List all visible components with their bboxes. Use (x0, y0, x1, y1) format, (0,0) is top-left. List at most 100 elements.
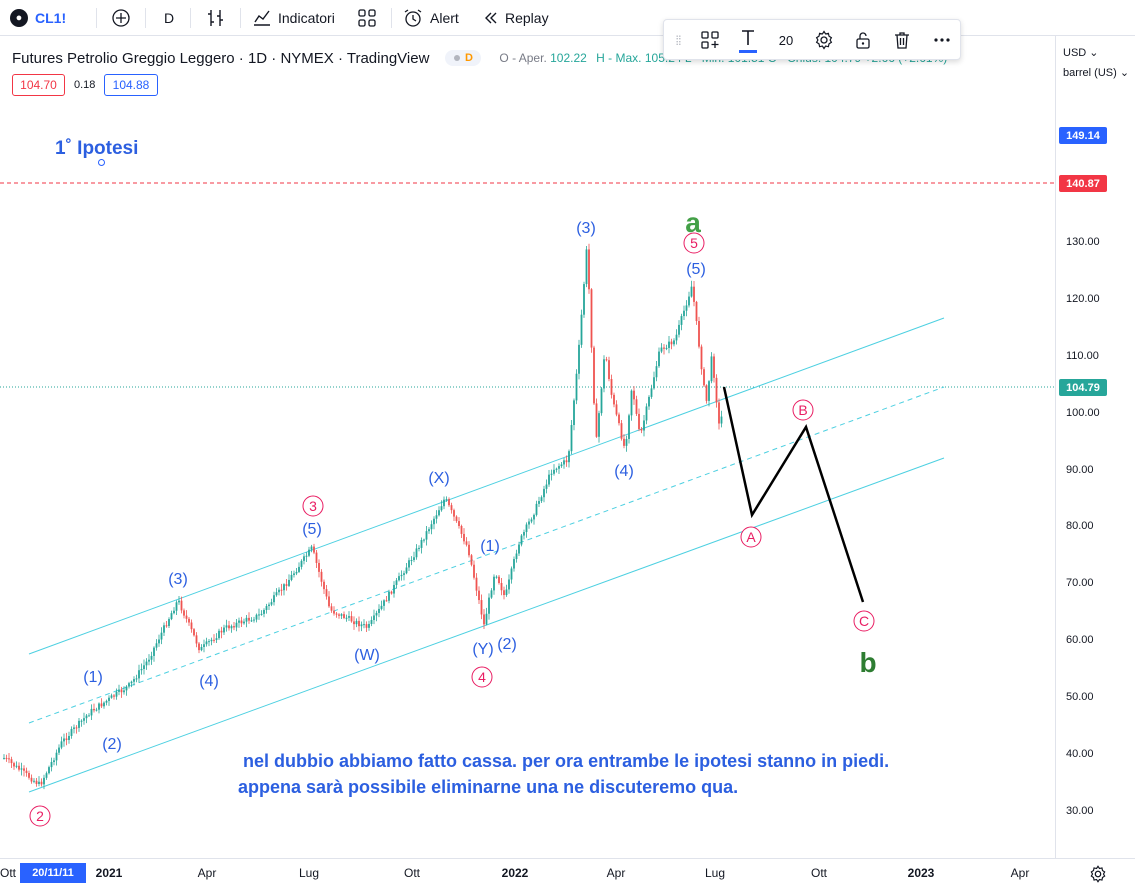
top-toolbar: ● CL1! D Indicatori Alert (0, 0, 1135, 36)
templates-button[interactable] (357, 0, 377, 36)
candle-body (608, 360, 610, 380)
wave-label: (1) (480, 538, 500, 555)
time-scale[interactable]: Ott 2021 Apr Lug Ott 2022 Apr Lug Ott 2023 Apr 20/… (0, 858, 1135, 896)
time-tick-label: 2022 (501, 866, 529, 880)
big-wave-label: a (685, 207, 701, 238)
wave-circle-marker (471, 666, 493, 688)
candle-body (438, 510, 440, 516)
candle-body (350, 616, 353, 622)
compare-button[interactable] (111, 0, 131, 36)
currency-selector[interactable]: USD ⌄ (1063, 47, 1099, 59)
toolbar-divider (240, 8, 241, 28)
candle-body (250, 620, 253, 622)
candle-body (538, 501, 540, 504)
circled-wave-label: A (746, 529, 756, 545)
price-scale[interactable]: 130.00 120.00 110.00 100.00 90.00 80.00 70.00 6… (1055, 36, 1135, 858)
hypothesis-title[interactable]: 1˚ Ipotesi (55, 138, 139, 159)
candle-body (295, 571, 298, 574)
candle-body (68, 735, 70, 740)
settings-button[interactable] (806, 20, 842, 60)
candle-body (628, 415, 630, 440)
candle-body (188, 618, 190, 623)
candle-body (385, 600, 388, 602)
buy-price-button[interactable]: 104.88 (104, 74, 158, 96)
candle-body (525, 524, 528, 533)
candle-body (343, 614, 345, 618)
candle-body (330, 606, 333, 611)
candle-body (155, 643, 158, 648)
candle-body (360, 624, 363, 627)
sell-price-button[interactable]: 104.70 (12, 74, 65, 96)
time-tick-label: 2021 (95, 866, 123, 880)
candle-body (195, 635, 198, 644)
price-tick-label: 60.00 (1066, 634, 1094, 646)
candle-body (160, 632, 163, 640)
bid-value: 104.70 (20, 78, 57, 92)
anchor-dot-icon[interactable] (98, 159, 105, 166)
candle-body (100, 703, 103, 707)
candle-body (605, 359, 608, 361)
last-price-tag[interactable]: 104.79 (1059, 379, 1107, 396)
chart-type-button[interactable] (206, 0, 226, 36)
candle-body (345, 617, 348, 619)
high-price-tag[interactable]: 149.14 (1059, 127, 1107, 144)
candle-body (583, 284, 585, 315)
candle-body (690, 286, 693, 297)
note-line-1[interactable]: nel dubbio abbiamo fatto cassa. per ora … (243, 751, 890, 771)
lock-button[interactable] (845, 20, 881, 60)
toolbar-divider (96, 8, 97, 28)
market-status-badge[interactable]: D (445, 50, 482, 66)
candle-body (498, 576, 500, 583)
candle-body (40, 781, 43, 785)
templates-draw-button[interactable] (692, 20, 728, 60)
text-color-button[interactable] (730, 20, 766, 60)
candle-body (328, 596, 330, 607)
replay-button[interactable]: Replay (483, 0, 549, 36)
candle-body (320, 571, 323, 582)
alert-button[interactable]: Alert (403, 0, 459, 36)
note-line-2[interactable]: appena sarà possibile eliminarne una ne … (238, 777, 739, 797)
candle-body (543, 488, 545, 498)
candle-body (545, 484, 548, 489)
candle-body (488, 597, 490, 614)
candle-body (175, 602, 178, 611)
indicators-button[interactable]: Indicatori (252, 0, 335, 36)
delete-button[interactable] (884, 20, 920, 60)
interval-button[interactable]: D (164, 0, 174, 36)
price-tick-label: 50.00 (1066, 691, 1094, 703)
candle-body (453, 510, 455, 517)
candle-body (460, 526, 463, 534)
font-size-button[interactable]: 20 (768, 20, 804, 60)
candle-body (625, 439, 628, 446)
candle-body (333, 610, 335, 614)
candle-body (168, 619, 170, 626)
drag-handle[interactable]: ⁞⁞ (668, 20, 688, 60)
circled-wave-label: B (798, 402, 807, 418)
symbol-search-button[interactable]: ● CL1! (10, 0, 66, 36)
candle-body (205, 641, 208, 645)
candle-body (85, 715, 88, 719)
more-button[interactable] (924, 20, 960, 60)
candle-body (105, 700, 108, 703)
price-chart[interactable]: (1) (2) (3) (4) (5) (W) (X) (Y) (1) (2) (3) (4) (5) 2… (0, 36, 1055, 858)
unit-selector[interactable]: barrel (US) ⌄ (1063, 67, 1130, 79)
candle-body (73, 727, 75, 729)
drag-dots-icon: ⁞⁞ (675, 32, 681, 48)
candle-body (35, 780, 38, 785)
replay-label: Replay (505, 10, 549, 26)
candle-body (490, 590, 493, 598)
candle-body (568, 451, 570, 463)
candle-body (365, 624, 368, 628)
candle-body (90, 708, 93, 716)
candle-body (553, 469, 555, 474)
candle-body (378, 608, 380, 613)
candle-body (243, 621, 245, 624)
candle-body (238, 620, 240, 623)
settings-gear-icon[interactable] (1089, 865, 1107, 888)
candle-body (368, 623, 370, 628)
candle-body (635, 399, 638, 414)
candle-body (198, 643, 200, 651)
chart-pane[interactable]: (1) (2) (3) (4) (5) (W) (X) (Y) (1) (2) (3) (4) (5) 2… (0, 36, 1055, 858)
wave-circle-marker (853, 610, 875, 632)
alert-price-tag[interactable]: 140.87 (1059, 175, 1107, 192)
